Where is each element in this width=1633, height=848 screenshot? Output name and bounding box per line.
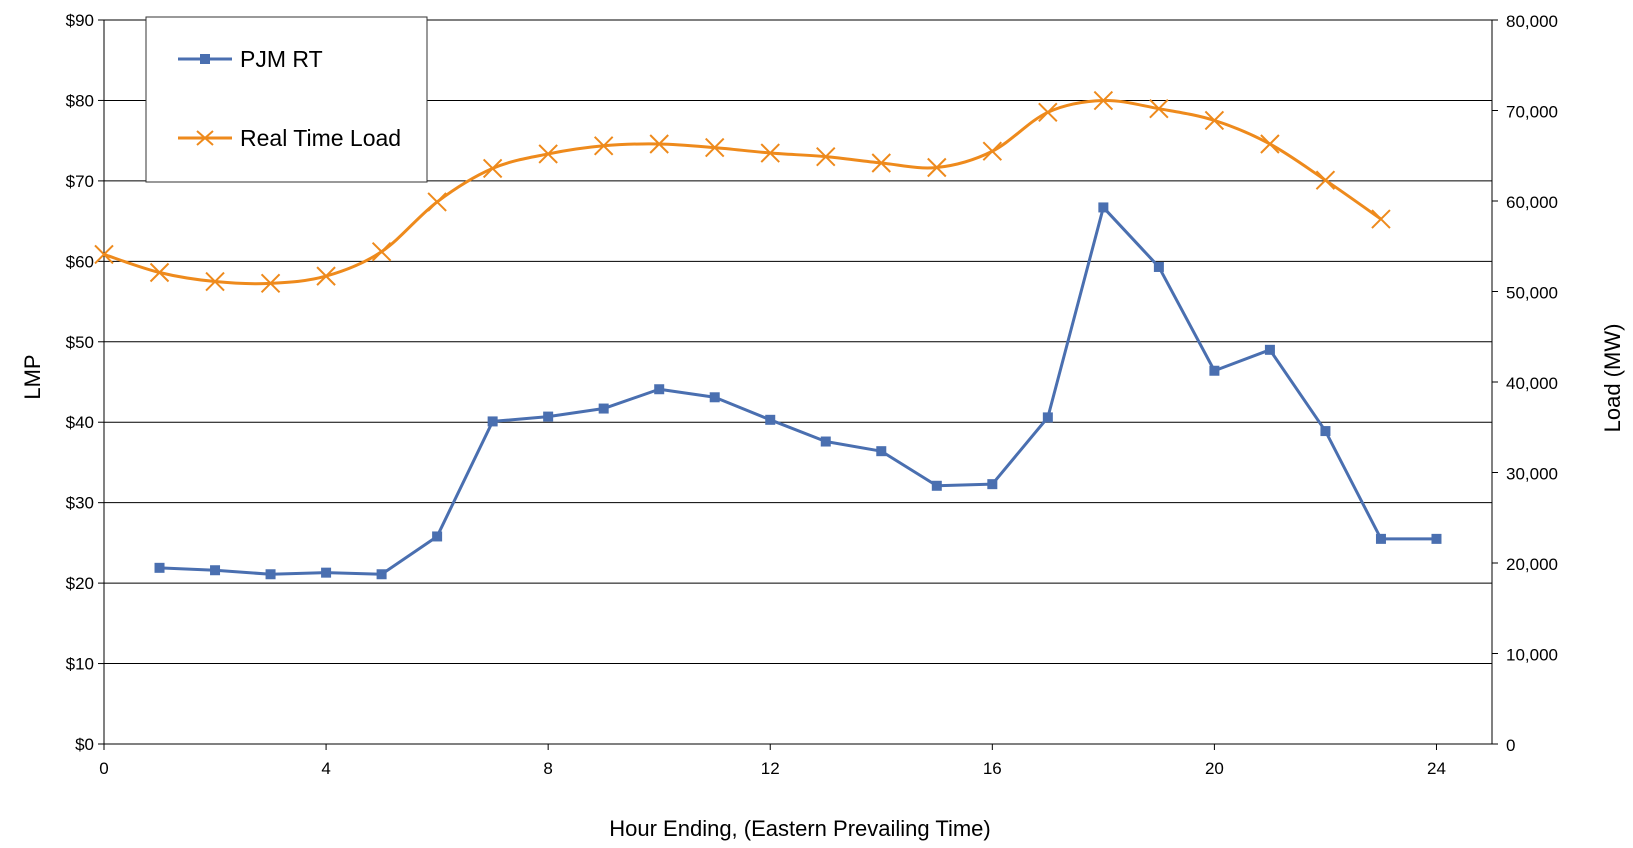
right-axis-ticks: 0 10,000 20,000 30,000 40,000 50,000 60,000 70,… [1492,12,1558,755]
data-point-square-marker [432,531,443,542]
x-tick-label: 12 [761,759,780,778]
data-point-square-marker [1320,426,1331,437]
legend-square-marker [200,54,210,64]
right-axis-title: Load (MW) [1600,324,1625,433]
x-axis-title: Hour Ending, (Eastern Prevailing Time) [609,816,991,841]
data-point-square-marker [876,446,887,457]
data-point-x-marker [705,137,725,158]
legend-label: PJM RT [240,46,323,72]
x-tick-label: 16 [983,759,1002,778]
data-point-square-marker [820,436,831,447]
x-tick-label: 24 [1427,759,1446,778]
data-point-x-marker [316,266,336,286]
series-real-time-load [94,90,1391,294]
left-tick-label: $30 [66,494,94,513]
data-point-square-marker [321,567,332,578]
left-tick-label: $70 [66,172,94,191]
left-axis-title: LMP [20,354,45,399]
legend-box [145,16,428,183]
data-point-x-marker [1038,102,1058,123]
data-point-square-marker [931,480,942,491]
data-point-square-marker [1375,533,1386,544]
data-point-x-marker [94,244,114,265]
left-tick-label: $10 [66,655,94,674]
data-point-square-marker [1153,261,1164,272]
series-line [159,205,1437,576]
data-point-x-marker [871,153,891,173]
left-tick-label: $60 [66,252,94,271]
data-point-x-marker [816,146,836,167]
data-point-x-marker [371,241,392,262]
data-point-x-marker [927,157,947,178]
data-point-x-marker [205,271,225,292]
data-point-x-marker [760,143,780,163]
x-tick-label: 0 [99,759,108,778]
right-tick-label: 50,000 [1506,284,1558,303]
data-point-x-marker [649,134,669,154]
data-point-x-marker [538,144,558,164]
left-axis-ticks: $0 $10 $20 $30 $40 $50 $60 $70 $80 $90 [66,11,104,754]
legend-entry-real-time-load: Real Time Load [178,125,401,151]
left-tick-label: $40 [66,413,94,432]
data-point-square-marker [987,479,998,490]
data-point-square-marker [1098,202,1109,213]
data-point-x-marker [1204,110,1225,131]
data-point-x-marker [482,158,503,179]
right-tick-label: 80,000 [1506,12,1558,31]
data-point-x-marker [1260,134,1280,154]
series-layer [94,90,1442,580]
x-tick-label: 8 [543,759,552,778]
data-point-x-marker [593,136,614,156]
left-tick-label: $20 [66,574,94,593]
left-tick-label: $50 [66,333,94,352]
data-point-x-marker [427,192,447,212]
data-point-x-marker [1093,90,1114,111]
legend-x-marker [196,130,214,146]
left-tick-label: $0 [75,735,94,754]
data-point-x-marker [982,141,1003,161]
right-tick-label: 40,000 [1506,374,1558,393]
data-point-square-marker [154,562,165,573]
data-point-square-marker [1431,533,1442,544]
data-point-square-marker [1264,344,1275,355]
data-point-square-marker [210,565,221,576]
data-point-square-marker [487,416,498,427]
data-point-square-marker [765,414,776,425]
right-tick-label: 60,000 [1506,193,1558,212]
data-point-x-marker [149,262,170,283]
legend-label: Real Time Load [240,125,401,151]
data-point-x-marker [1371,209,1391,229]
right-tick-label: 30,000 [1506,465,1558,484]
data-point-square-marker [598,403,609,414]
x-tick-label: 20 [1205,759,1224,778]
data-point-x-marker [260,273,281,294]
right-tick-label: 20,000 [1506,555,1558,574]
x-tick-label: 4 [321,759,330,778]
data-point-x-marker [1149,98,1169,119]
data-point-square-marker [1042,412,1053,423]
data-point-square-marker [1209,365,1220,376]
left-tick-label: $90 [66,11,94,30]
right-tick-label: 70,000 [1506,103,1558,122]
series-pjm-rt [154,202,1442,580]
data-point-square-marker [543,411,554,422]
left-tick-label: $80 [66,91,94,110]
right-tick-label: 10,000 [1506,646,1558,665]
legend-entry-pjm-rt: PJM RT [178,46,323,72]
legend: PJM RT Real Time Load [145,16,428,183]
right-tick-label: 0 [1506,736,1515,755]
data-point-square-marker [709,392,720,403]
data-point-square-marker [265,569,276,580]
x-axis-ticks: 0 4 8 12 16 20 24 [99,744,1446,778]
data-point-square-marker [654,384,665,395]
data-point-square-marker [376,569,387,580]
data-point-x-marker [1315,170,1336,190]
